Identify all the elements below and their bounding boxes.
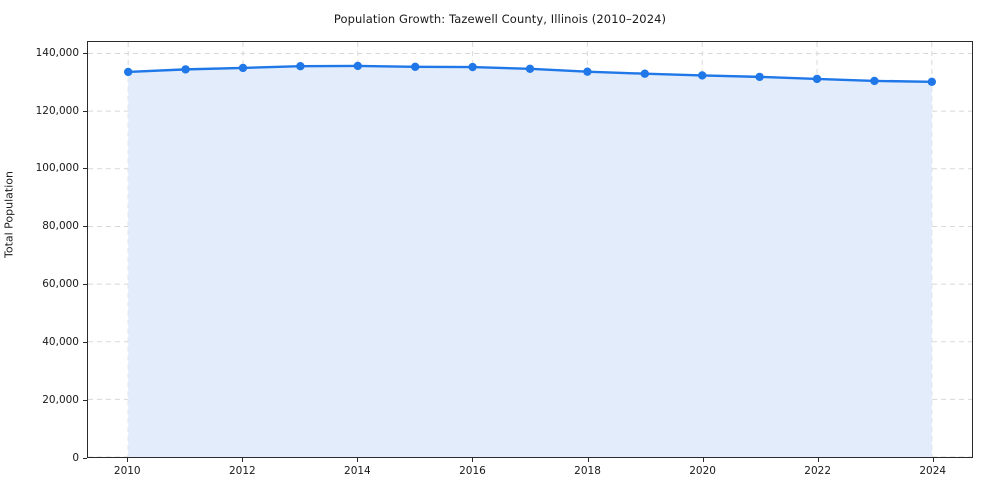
x-tick-mark [472,458,474,462]
y-tick-label: 100,000 [35,162,79,175]
y-tick-mark [83,458,87,459]
y-tick-label: 20,000 [42,394,79,407]
population-line-series [123,61,937,457]
x-tick-mark [702,458,704,462]
x-tick-mark [932,458,934,462]
x-tick-label: 2016 [459,465,486,477]
x-tick-mark [587,458,589,462]
x-tick-label: 2014 [344,465,371,477]
x-tick-mark [817,458,819,462]
x-tick-label: 2022 [804,465,832,477]
y-tick-label: 120,000 [35,104,79,117]
plot-area [87,41,973,458]
y-tick-label: 60,000 [42,278,79,291]
x-tick-label: 2010 [113,465,141,477]
x-tick-mark [127,458,129,462]
y-axis-label: Total Population [2,171,16,258]
y-tick-label: 0 [72,452,79,464]
x-tick-label: 2012 [228,465,256,477]
x-tick-mark [357,458,359,462]
x-tick-mark [242,458,244,462]
x-tick-label: 2024 [919,465,947,477]
x-tick-label: 2020 [689,465,716,477]
y-tick-label: 80,000 [42,220,79,233]
chart-title: Population Growth: Tazewell County, Illi… [333,12,667,26]
y-tick-label: 140,000 [35,46,79,59]
y-tick-label: 40,000 [42,336,79,349]
x-tick-label: 2018 [574,465,601,477]
